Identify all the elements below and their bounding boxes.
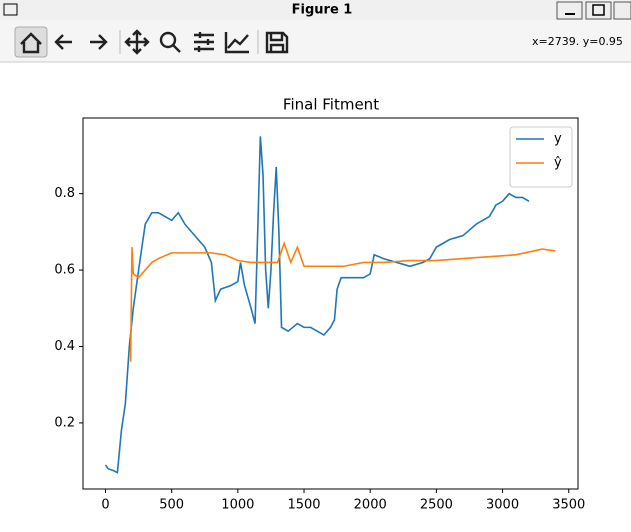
pan-button[interactable] (124, 29, 150, 55)
y-tick-label: 0.4 (54, 339, 75, 354)
minimize-button[interactable] (556, 1, 583, 20)
x-tick-label: 2500 (420, 498, 453, 513)
x-tick-label: 3500 (552, 498, 585, 513)
y-tick-label: 0.2 (54, 415, 75, 430)
y-tick-label: 0.8 (54, 186, 75, 201)
legend-label: y (554, 132, 562, 147)
x-tick-label: 0 (101, 498, 109, 513)
window-icon (3, 3, 18, 16)
x-tick-label: 2000 (354, 498, 387, 513)
x-tick-label: 500 (159, 498, 184, 513)
window-buttons (556, 1, 631, 20)
configure-button[interactable] (194, 32, 214, 52)
zoom-icon (159, 31, 177, 49)
x-tick-label: 3000 (486, 498, 519, 513)
axes-frame (82, 117, 579, 490)
title-bar (0, 0, 631, 20)
series-line (104, 136, 530, 474)
y-tick-label: 0.6 (54, 263, 75, 278)
x-tick-label: 1000 (221, 498, 254, 513)
zoom-handle (172, 44, 181, 53)
zoom-button[interactable] (159, 31, 181, 53)
close-button[interactable] (613, 1, 631, 20)
maximize-icon (592, 4, 605, 16)
chart-title: Final Fitment (283, 96, 379, 114)
x-tick-label: 1500 (287, 498, 320, 513)
cursor-status: x=2739. y=0.95 (532, 35, 623, 48)
home-icon (20, 32, 42, 54)
edit-axis-button[interactable] (224, 32, 249, 54)
series-line (129, 240, 556, 362)
back-button[interactable] (54, 34, 72, 50)
legend-label: ŷ (554, 156, 562, 171)
legend: yŷ (509, 126, 573, 188)
window-title: Figure 1 (292, 3, 353, 18)
forward-button[interactable] (90, 34, 108, 50)
plot-area: 0 500 1000 1500 2000 2500 3000 3500 0.2 0.4 0.6 0.8… (54, 117, 585, 513)
legend-box (509, 126, 573, 188)
save-button[interactable] (265, 31, 289, 54)
